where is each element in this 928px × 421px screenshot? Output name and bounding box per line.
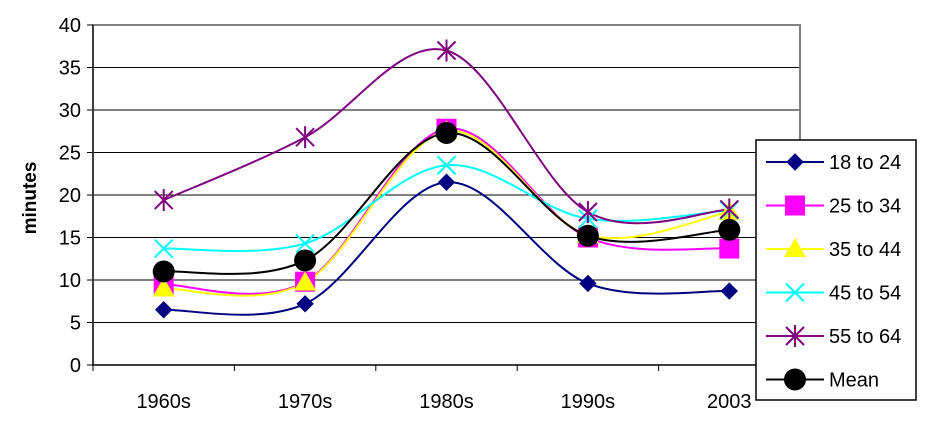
circle-marker-shape <box>784 368 806 391</box>
data-point <box>576 224 599 247</box>
x-tick-label: 1960s <box>136 391 191 413</box>
data-point <box>295 233 315 254</box>
data-point <box>578 201 598 223</box>
data-point <box>295 126 315 149</box>
square-marker-shape <box>785 195 805 216</box>
x-marker-stroke <box>295 233 315 254</box>
legend-entry: 35 to 44 <box>766 238 901 261</box>
legend-swatch-marker <box>785 282 805 303</box>
legend-entry: 25 to 34 <box>766 195 901 218</box>
y-tick-label: 5 <box>70 313 81 335</box>
y-tick-label: 40 <box>59 15 81 37</box>
series-line-mean <box>163 131 730 275</box>
data-point <box>154 301 173 319</box>
series-line-25-to-34 <box>163 127 730 295</box>
legend-swatch-marker <box>784 238 806 257</box>
circle-marker-shape <box>294 249 317 272</box>
legend-label: 55 to 64 <box>829 326 901 348</box>
triangle-marker-shape <box>784 238 806 257</box>
data-point <box>152 260 175 283</box>
data-point <box>152 277 175 297</box>
y-axis-ticks: 0 5 10 15 20 25 30 35 40 <box>59 15 93 377</box>
legend-swatch-marker <box>784 368 806 391</box>
legend-entry: Mean <box>766 368 879 392</box>
data-point <box>720 282 739 300</box>
triangle-marker-shape <box>152 277 175 297</box>
triangle-marker-shape <box>294 271 317 291</box>
square-marker-shape <box>719 238 740 259</box>
data-point <box>436 155 457 175</box>
y-tick-label: 20 <box>59 185 81 207</box>
diamond-marker-shape <box>437 173 456 191</box>
x-tick-label: 1980s <box>419 391 474 413</box>
x-tick-label: 1970s <box>278 391 333 413</box>
data-point <box>436 39 457 62</box>
y-tick-label: 35 <box>59 58 81 80</box>
data-point <box>296 295 314 313</box>
diamond-marker-shape <box>154 301 173 319</box>
data-point <box>153 189 174 212</box>
y-tick-label: 30 <box>59 100 81 122</box>
series-markers <box>152 39 741 319</box>
x-tick-label: 2003 <box>707 391 752 413</box>
diamond-marker-shape <box>720 282 739 300</box>
data-point <box>294 249 317 272</box>
legend: 18 to 24 25 to 34 35 to 44 45 to 54 55 to 64… <box>755 139 917 401</box>
legend-label: 35 to 44 <box>829 239 901 261</box>
circle-marker-shape <box>435 121 458 144</box>
data-point <box>437 173 456 191</box>
legend-swatch-marker <box>785 195 805 216</box>
circle-marker-shape <box>576 224 599 247</box>
data-point <box>579 274 597 293</box>
circle-marker-shape <box>152 260 175 283</box>
data-point <box>294 271 317 291</box>
y-tick-label: 0 <box>70 355 81 377</box>
legend-box <box>755 139 917 401</box>
y-tick-label: 10 <box>59 270 81 292</box>
y-tick-label: 25 <box>59 143 81 165</box>
data-point <box>435 121 458 144</box>
diamond-marker-shape <box>296 295 314 313</box>
diamond-marker-shape <box>786 153 804 171</box>
series-line-35-to-44 <box>163 130 730 297</box>
data-point <box>153 238 174 259</box>
y-axis-label: minutes <box>20 162 41 235</box>
x-marker-stroke <box>153 238 174 259</box>
diamond-marker-shape <box>579 274 597 293</box>
y-tick-label: 15 <box>59 228 81 250</box>
legend-label: 45 to 54 <box>829 283 901 305</box>
data-point <box>719 238 740 259</box>
data-point <box>718 218 741 241</box>
legend-entry: 18 to 24 <box>766 152 901 174</box>
x-axis-ticks: 1960s 1970s 1980s 1990s 2003 <box>92 365 801 413</box>
gridlines <box>93 24 800 323</box>
circle-marker-shape <box>718 218 741 241</box>
legend-label: Mean <box>829 370 879 392</box>
x-marker-stroke <box>436 155 457 175</box>
x-tick-label: 1990s <box>561 391 616 413</box>
x-marker-stroke <box>785 282 805 303</box>
legend-label: 18 to 24 <box>829 152 901 174</box>
legend-label: 25 to 34 <box>829 196 901 218</box>
data-point <box>719 198 740 221</box>
legend-swatch-marker <box>785 325 805 347</box>
legend-entry: 55 to 64 <box>766 325 901 348</box>
legend-swatch-marker <box>786 153 804 171</box>
legend-entry: 45 to 54 <box>766 283 901 305</box>
